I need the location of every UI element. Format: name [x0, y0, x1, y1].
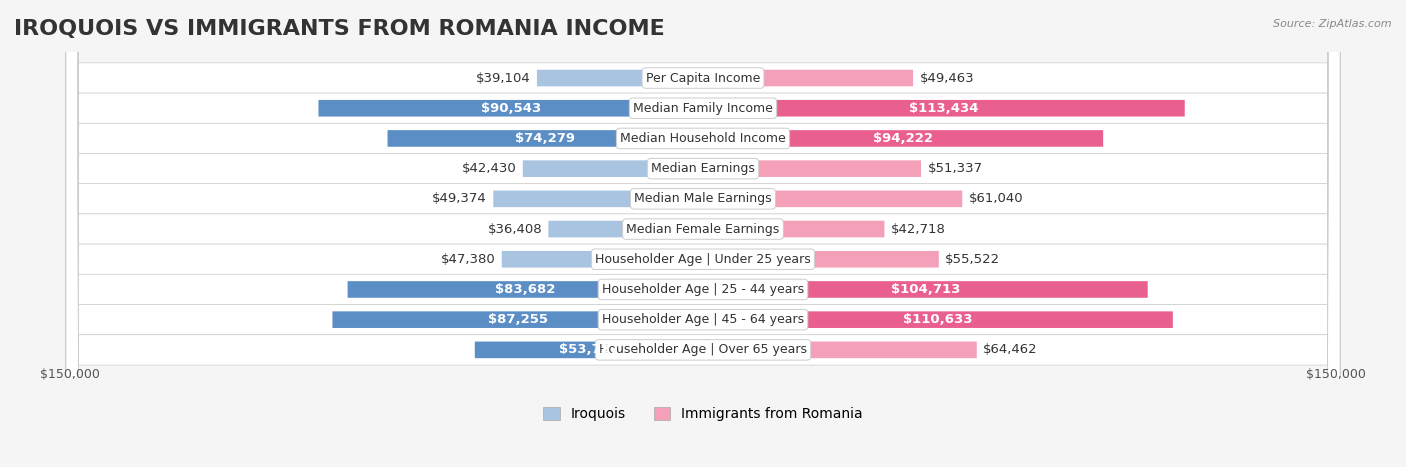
Text: $83,682: $83,682: [495, 283, 555, 296]
Text: $61,040: $61,040: [969, 192, 1024, 205]
Text: Householder Age | Under 25 years: Householder Age | Under 25 years: [595, 253, 811, 266]
FancyBboxPatch shape: [703, 191, 962, 207]
FancyBboxPatch shape: [703, 311, 1173, 328]
FancyBboxPatch shape: [347, 281, 703, 298]
FancyBboxPatch shape: [66, 0, 1340, 467]
FancyBboxPatch shape: [703, 251, 939, 268]
FancyBboxPatch shape: [332, 311, 703, 328]
FancyBboxPatch shape: [388, 130, 703, 147]
FancyBboxPatch shape: [66, 0, 1340, 467]
Legend: Iroquois, Immigrants from Romania: Iroquois, Immigrants from Romania: [537, 402, 869, 427]
Text: $90,543: $90,543: [481, 102, 541, 115]
FancyBboxPatch shape: [66, 0, 1340, 467]
FancyBboxPatch shape: [319, 100, 703, 117]
FancyBboxPatch shape: [703, 160, 921, 177]
FancyBboxPatch shape: [502, 251, 703, 268]
FancyBboxPatch shape: [475, 341, 703, 358]
FancyBboxPatch shape: [494, 191, 703, 207]
FancyBboxPatch shape: [66, 0, 1340, 467]
FancyBboxPatch shape: [66, 0, 1340, 467]
FancyBboxPatch shape: [703, 100, 1185, 117]
Text: $104,713: $104,713: [890, 283, 960, 296]
FancyBboxPatch shape: [703, 341, 977, 358]
Text: IROQUOIS VS IMMIGRANTS FROM ROMANIA INCOME: IROQUOIS VS IMMIGRANTS FROM ROMANIA INCO…: [14, 19, 665, 39]
Text: $47,380: $47,380: [440, 253, 495, 266]
FancyBboxPatch shape: [703, 70, 912, 86]
Text: $42,718: $42,718: [891, 223, 946, 235]
FancyBboxPatch shape: [703, 221, 884, 237]
Text: Householder Age | 45 - 64 years: Householder Age | 45 - 64 years: [602, 313, 804, 326]
Text: $49,463: $49,463: [920, 71, 974, 85]
Text: $36,408: $36,408: [488, 223, 541, 235]
Text: $55,522: $55,522: [945, 253, 1000, 266]
Text: Median Family Income: Median Family Income: [633, 102, 773, 115]
FancyBboxPatch shape: [703, 281, 1147, 298]
Text: $94,222: $94,222: [873, 132, 934, 145]
Text: Householder Age | 25 - 44 years: Householder Age | 25 - 44 years: [602, 283, 804, 296]
Text: Householder Age | Over 65 years: Householder Age | Over 65 years: [599, 343, 807, 356]
Text: Median Male Earnings: Median Male Earnings: [634, 192, 772, 205]
FancyBboxPatch shape: [66, 0, 1340, 467]
FancyBboxPatch shape: [537, 70, 703, 86]
Text: $39,104: $39,104: [475, 71, 530, 85]
Text: $87,255: $87,255: [488, 313, 548, 326]
FancyBboxPatch shape: [66, 0, 1340, 467]
FancyBboxPatch shape: [66, 0, 1340, 467]
Text: $150,000: $150,000: [41, 368, 100, 381]
FancyBboxPatch shape: [66, 0, 1340, 467]
FancyBboxPatch shape: [548, 221, 703, 237]
Text: $53,737: $53,737: [558, 343, 619, 356]
Text: Median Earnings: Median Earnings: [651, 162, 755, 175]
Text: $150,000: $150,000: [1306, 368, 1365, 381]
Text: $113,434: $113,434: [910, 102, 979, 115]
FancyBboxPatch shape: [523, 160, 703, 177]
Text: $42,430: $42,430: [461, 162, 516, 175]
Text: Per Capita Income: Per Capita Income: [645, 71, 761, 85]
Text: $51,337: $51,337: [928, 162, 983, 175]
FancyBboxPatch shape: [703, 130, 1104, 147]
Text: Median Female Earnings: Median Female Earnings: [627, 223, 779, 235]
Text: $110,633: $110,633: [903, 313, 973, 326]
Text: Median Household Income: Median Household Income: [620, 132, 786, 145]
Text: $64,462: $64,462: [983, 343, 1038, 356]
Text: $74,279: $74,279: [515, 132, 575, 145]
Text: $49,374: $49,374: [432, 192, 486, 205]
Text: Source: ZipAtlas.com: Source: ZipAtlas.com: [1274, 19, 1392, 28]
FancyBboxPatch shape: [66, 0, 1340, 467]
